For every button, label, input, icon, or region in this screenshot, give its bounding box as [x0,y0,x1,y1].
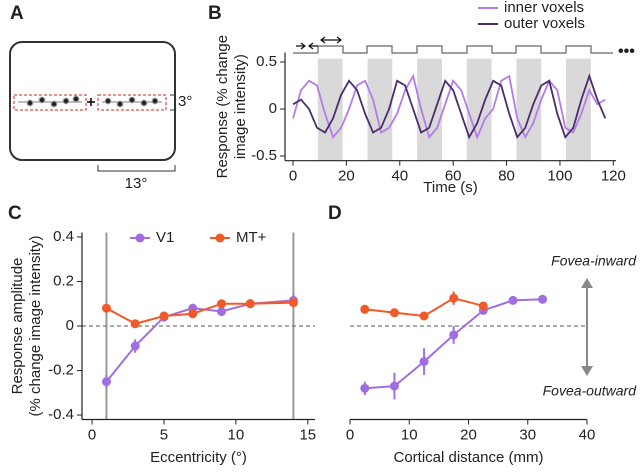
data-point [449,330,459,340]
y-tick-label: -0.2 [48,361,74,378]
angle-label: 3° [178,93,192,110]
y-tick-label: 0.5 [256,53,277,70]
data-point [245,299,255,309]
legend-label: V1 [156,229,174,246]
y-axis-label: Response amplitude [9,258,26,395]
x-tick-label: 10 [228,426,245,443]
data-point [389,381,399,391]
y-tick-label: 0 [269,100,277,117]
data-point [419,311,429,321]
x-tick-label: 60 [445,168,462,185]
y-tick-label: 0.4 [53,228,74,245]
x-tick-label: 0 [88,426,96,443]
x-tick-label: 10 [401,426,418,443]
x-tick-label: 40 [391,168,408,185]
data-point [217,307,227,317]
x-axis-label: Time (s) [423,179,477,196]
series-line [292,73,607,140]
x-tick-label: 120 [601,168,626,185]
data-point [217,299,227,309]
data-point [130,341,140,351]
data-point [419,357,429,367]
legend-label: outer voxels [504,15,585,32]
data-point [449,293,459,303]
data-point [538,294,548,304]
x-tick-label: 15 [299,426,316,443]
y-axis-label: (% change image intensity) [27,236,44,417]
annotation: Fovea-inward [551,253,637,269]
legend-label: inner voxels [504,0,584,16]
panel-label: D [328,203,342,224]
data-point [360,304,370,314]
x-tick-label: 30 [519,426,536,443]
x-tick-label: 80 [498,168,515,185]
legend-swatch [135,233,145,243]
data-point [188,309,198,319]
data-point [159,311,169,321]
y-axis-label: Response (% change [214,35,231,178]
panel-label: C [8,203,22,224]
ellipsis: ••• [618,43,635,60]
x-tick-label: 0 [346,426,354,443]
stimulus-block [317,58,343,161]
x-tick-label: 5 [160,426,168,443]
stimulus-block [466,58,492,161]
panel-label: A [10,3,24,24]
x-tick-label: 20 [460,426,477,443]
y-tick-label: 0 [66,317,74,334]
stimulus-timing [293,36,613,54]
data-point [478,301,488,311]
x-axis-label: Cortical distance (mm) [393,449,543,466]
legend-label: MT+ [236,229,267,246]
data-point [101,303,111,313]
series-line [292,73,606,140]
x-tick-label: 40 [579,426,596,443]
data-point [389,308,399,318]
x-tick-label: 100 [547,168,572,185]
annotation: Fovea-outward [543,383,638,399]
y-tick-label: 0.2 [53,272,74,289]
data-point [101,377,111,387]
data-point [360,383,370,393]
x-tick-label: 0 [289,168,297,185]
legend-swatch [215,233,225,243]
direction-arrow [581,278,593,376]
x-axis-label: Eccentricity (°) [150,449,247,466]
data-point [508,295,518,305]
panel-label: B [208,3,222,24]
angle-label: 13° [125,175,148,192]
y-axis-label: image intensity) [232,54,249,159]
stimulus-diagram [9,41,176,172]
data-point [130,319,140,329]
y-tick-label: -0.5 [251,147,277,164]
y-tick-label: -0.4 [48,406,74,423]
x-tick-label: 20 [338,168,355,185]
data-point [288,298,298,308]
